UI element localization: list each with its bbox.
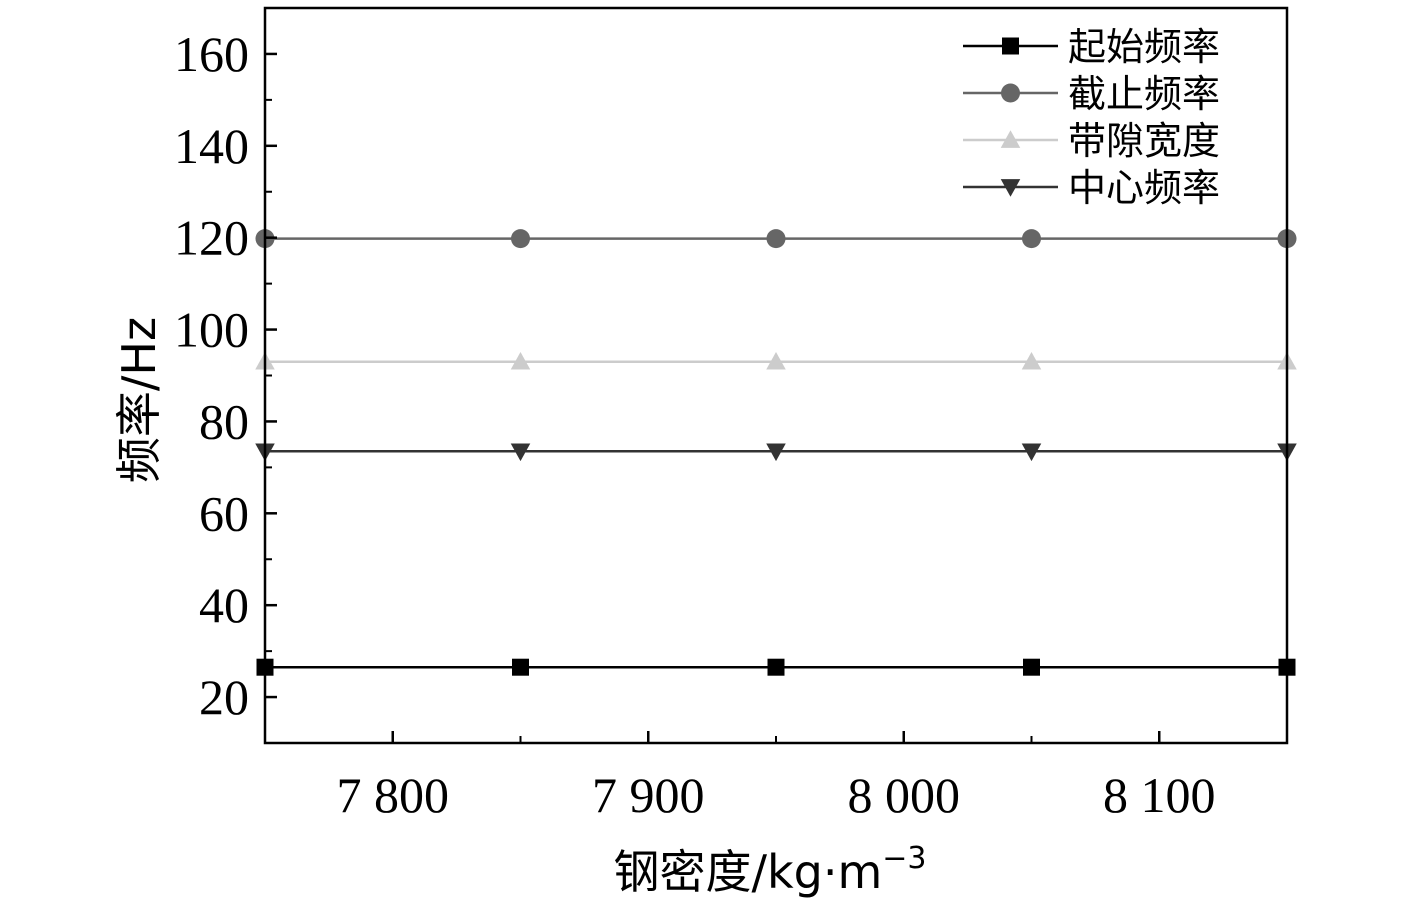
square-marker	[767, 658, 785, 676]
y-tick-label: 100	[174, 302, 249, 358]
y-axis-title: 频率/Hz	[112, 317, 166, 483]
legend-entry: 截止频率	[963, 72, 1220, 116]
y-tick-label: 60	[199, 485, 249, 541]
circle-marker	[1022, 229, 1041, 249]
legend-label: 起始频率	[1068, 25, 1220, 69]
y-tick-label: 20	[199, 669, 249, 725]
legend-label: 中心频率	[1068, 166, 1220, 210]
circle-marker	[1001, 83, 1020, 103]
legend-entry: 起始频率	[963, 25, 1220, 69]
square-marker	[1002, 37, 1019, 55]
series-3	[255, 351, 1297, 370]
x-tick-label: 7 800	[337, 767, 450, 823]
y-tick-label: 120	[174, 210, 249, 266]
x-axis-title-superscript: −3	[882, 841, 926, 876]
triangle-down-marker	[1021, 443, 1042, 462]
triangle-down-marker	[766, 443, 786, 462]
y-tick-label: 40	[199, 577, 249, 633]
series-layer	[255, 229, 1297, 676]
x-tick-label: 8 100	[1103, 767, 1216, 823]
legend-entry: 带隙宽度	[963, 119, 1220, 163]
series-4	[255, 443, 1297, 462]
square-marker	[512, 658, 529, 676]
y-tick-label: 160	[174, 26, 249, 82]
tick-layer: 20 40 60 80 100 120 140 160 7 800 7 900 8 000 8 100	[174, 26, 1216, 823]
x-axis-title: 钢密度/kg·m−3	[613, 841, 926, 899]
triangle-up-marker	[510, 351, 531, 370]
triangle-down-marker	[510, 443, 531, 462]
triangle-up-marker	[766, 351, 786, 370]
series-2	[255, 229, 1297, 249]
circle-marker	[511, 229, 530, 249]
triangle-up-marker	[1000, 130, 1021, 148]
x-axis-title-text: 钢密度/kg·m	[613, 845, 882, 899]
series-1	[256, 658, 1296, 676]
triangle-up-marker	[1021, 351, 1042, 370]
x-tick-label: 7 900	[592, 767, 705, 823]
circle-marker	[766, 229, 786, 249]
y-tick-label: 80	[199, 393, 249, 449]
legend-label: 带隙宽度	[1068, 119, 1220, 163]
square-marker	[1023, 658, 1040, 676]
legend-label: 截止频率	[1068, 72, 1220, 116]
x-tick-label: 8 000	[848, 767, 961, 823]
legend-entry: 中心频率	[963, 166, 1220, 210]
triangle-down-marker	[1000, 179, 1021, 197]
y-tick-label: 140	[174, 118, 249, 174]
